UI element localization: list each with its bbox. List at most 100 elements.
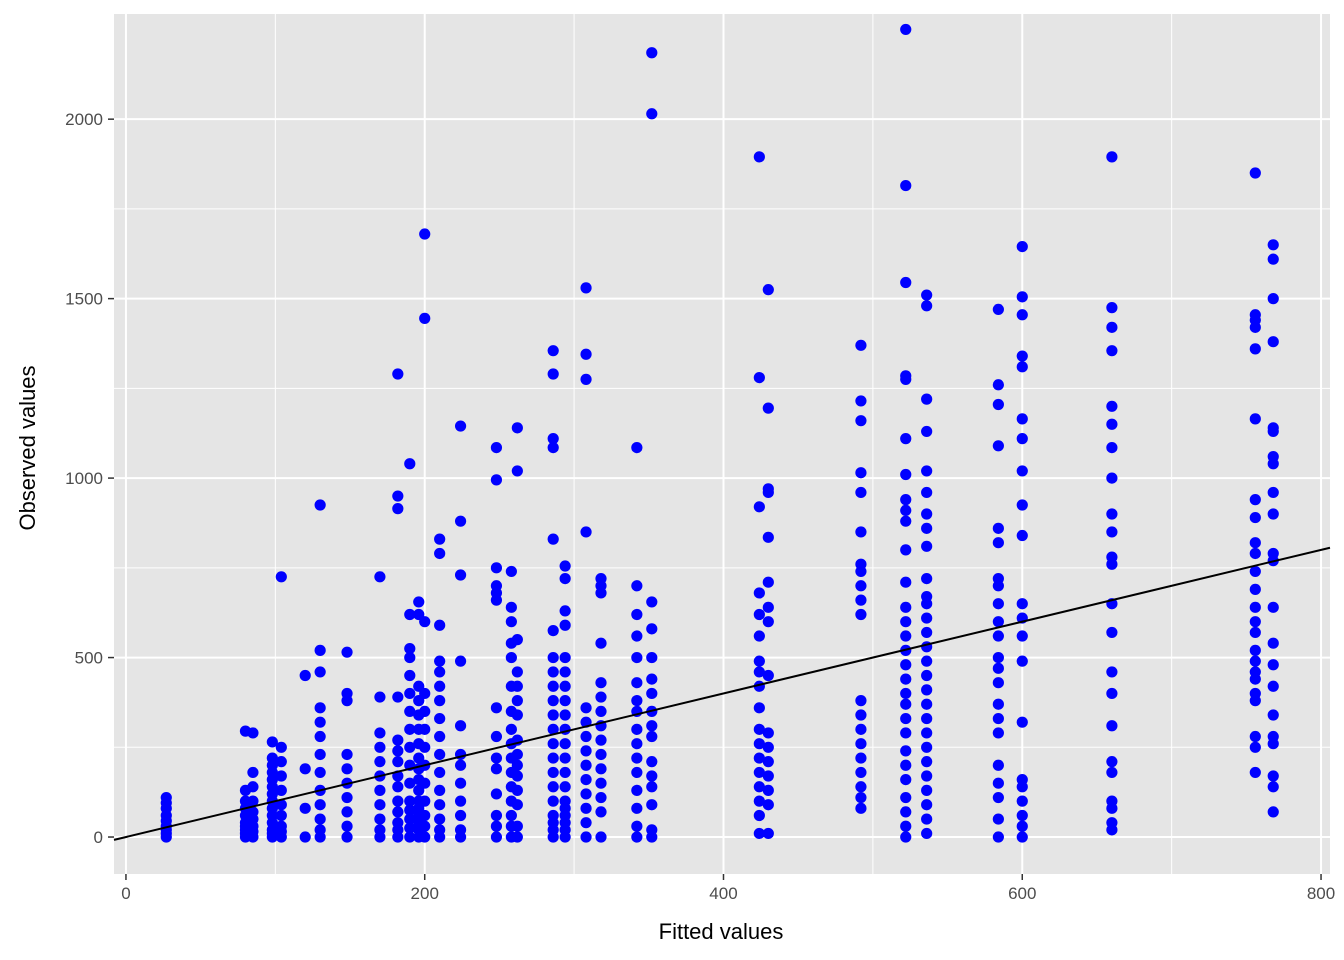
data-point bbox=[580, 702, 592, 714]
data-point bbox=[753, 587, 765, 599]
data-point bbox=[511, 784, 523, 796]
data-point bbox=[762, 741, 774, 753]
data-point bbox=[1016, 831, 1028, 843]
data-point bbox=[1016, 809, 1028, 822]
y-tick-label: 0 bbox=[94, 828, 103, 847]
data-point bbox=[646, 673, 658, 685]
data-point bbox=[275, 571, 287, 583]
data-point bbox=[511, 422, 523, 434]
data-point bbox=[992, 398, 1004, 411]
data-point bbox=[1249, 644, 1261, 656]
data-point bbox=[753, 781, 765, 793]
data-point bbox=[314, 813, 326, 825]
data-point bbox=[762, 827, 774, 840]
data-point bbox=[1267, 601, 1279, 613]
data-point bbox=[559, 651, 571, 664]
data-point bbox=[505, 723, 517, 735]
data-point bbox=[392, 795, 404, 807]
data-point bbox=[559, 605, 571, 617]
data-point bbox=[1267, 680, 1279, 692]
data-point bbox=[921, 684, 933, 696]
data-point bbox=[247, 806, 259, 818]
data-point bbox=[434, 813, 446, 825]
data-point bbox=[1106, 472, 1118, 484]
data-point bbox=[490, 831, 503, 843]
data-point bbox=[419, 723, 431, 735]
data-point bbox=[855, 467, 867, 479]
y-tick-label: 1000 bbox=[65, 469, 103, 488]
data-point bbox=[900, 179, 912, 192]
data-point bbox=[404, 795, 416, 807]
y-tick-label: 2000 bbox=[65, 110, 103, 129]
data-point bbox=[547, 433, 559, 445]
data-point bbox=[921, 508, 933, 520]
data-point bbox=[511, 831, 523, 843]
data-point bbox=[1249, 666, 1261, 678]
data-point bbox=[595, 777, 607, 789]
data-point bbox=[921, 522, 933, 534]
data-point bbox=[631, 831, 643, 843]
data-point bbox=[404, 608, 416, 621]
data-point bbox=[374, 784, 386, 796]
data-point bbox=[855, 791, 867, 804]
data-point bbox=[753, 752, 765, 764]
data-point bbox=[1267, 253, 1279, 265]
data-point bbox=[900, 820, 912, 832]
data-point bbox=[1267, 730, 1279, 743]
data-point bbox=[1249, 626, 1261, 639]
data-point bbox=[992, 813, 1004, 825]
data-point bbox=[314, 702, 326, 714]
data-point bbox=[992, 698, 1004, 710]
data-point bbox=[1106, 441, 1118, 454]
data-point bbox=[900, 673, 912, 685]
data-point bbox=[490, 580, 503, 592]
data-point bbox=[992, 759, 1004, 771]
data-point bbox=[900, 745, 912, 757]
data-point bbox=[392, 817, 404, 829]
data-point bbox=[631, 695, 643, 707]
data-point bbox=[900, 687, 912, 700]
data-point bbox=[646, 687, 658, 700]
data-point bbox=[434, 824, 446, 836]
data-point bbox=[900, 712, 912, 725]
data-point bbox=[511, 799, 523, 811]
data-point bbox=[921, 540, 933, 552]
data-point bbox=[855, 339, 867, 351]
data-point bbox=[559, 680, 571, 692]
data-point bbox=[855, 415, 867, 427]
x-tick-label: 400 bbox=[709, 884, 737, 903]
data-point bbox=[374, 799, 386, 811]
data-point bbox=[314, 666, 326, 678]
data-point bbox=[921, 727, 933, 739]
data-point bbox=[419, 795, 431, 807]
data-point bbox=[559, 619, 571, 631]
data-point bbox=[454, 655, 467, 667]
data-point bbox=[992, 303, 1004, 316]
data-point bbox=[1249, 741, 1261, 753]
data-point bbox=[992, 522, 1004, 534]
data-point bbox=[559, 572, 571, 585]
data-point bbox=[1249, 655, 1261, 667]
data-point bbox=[921, 813, 933, 825]
data-point bbox=[404, 642, 416, 655]
data-point bbox=[855, 802, 867, 814]
data-point bbox=[1016, 716, 1028, 728]
data-point bbox=[646, 756, 658, 768]
data-point bbox=[900, 630, 912, 642]
data-point bbox=[992, 440, 1004, 452]
data-point bbox=[454, 515, 467, 527]
data-point bbox=[900, 23, 912, 36]
data-point bbox=[299, 802, 311, 814]
data-point bbox=[392, 734, 404, 746]
data-point bbox=[275, 770, 287, 782]
data-point bbox=[753, 371, 765, 384]
data-point bbox=[511, 748, 523, 761]
data-point bbox=[753, 608, 765, 621]
data-point bbox=[580, 745, 592, 757]
data-point bbox=[631, 738, 643, 750]
data-point bbox=[855, 395, 867, 407]
data-point bbox=[454, 809, 467, 822]
data-point bbox=[762, 756, 774, 768]
data-point bbox=[1106, 151, 1118, 163]
data-point bbox=[434, 730, 446, 743]
